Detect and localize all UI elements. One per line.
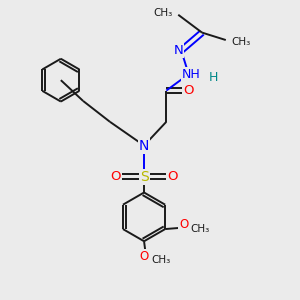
Text: O: O [111,170,121,183]
Text: N: N [139,139,149,152]
Text: CH₃: CH₃ [190,224,210,234]
Text: S: S [140,170,148,184]
Text: O: O [183,84,194,97]
Text: O: O [140,250,149,262]
Text: CH₃: CH₃ [232,37,251,46]
Text: O: O [167,170,178,183]
Text: CH₃: CH₃ [153,8,172,18]
Text: H: H [208,71,218,84]
Text: CH₃: CH₃ [152,255,171,265]
Text: O: O [179,218,188,230]
Text: N: N [173,44,183,57]
Text: NH: NH [182,68,201,81]
